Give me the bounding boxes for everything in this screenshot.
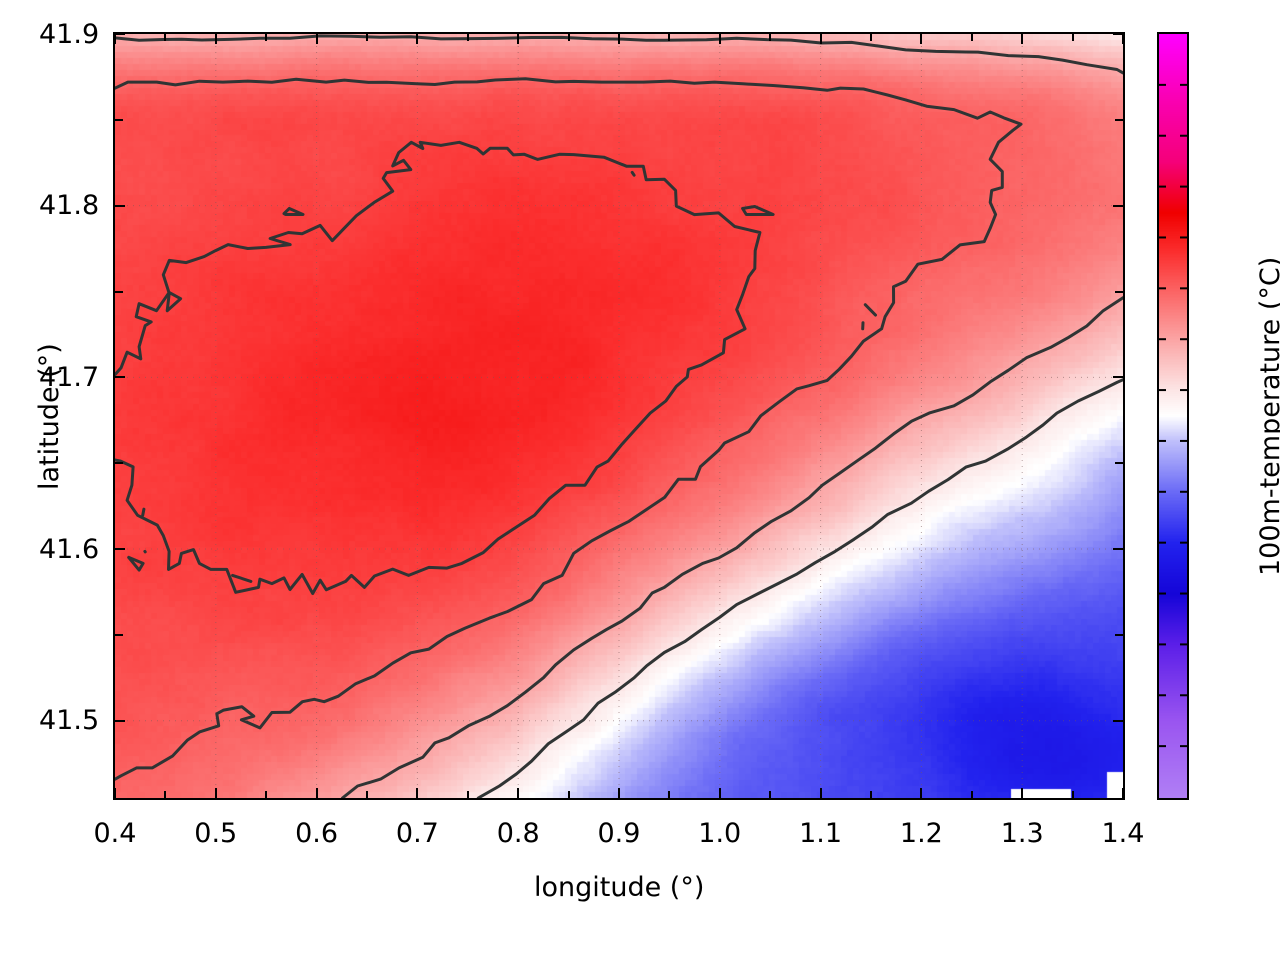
y-tick-label: 41.8 [39,190,100,222]
y-tick-minor [115,290,123,293]
temperature-contour-lines [115,34,1123,798]
x-tick-minor-top [970,34,973,41]
contour-line [341,296,1123,798]
x-tick-major-top [517,34,520,44]
y-tick-minor-right [1115,290,1123,293]
x-tick-major [114,788,116,798]
x-tick-minor [668,791,671,798]
contour-line [231,573,253,583]
x-tick-major-top [920,34,923,44]
y-axis-title: latitude (°) [34,342,65,490]
x-tick-major [618,788,620,798]
x-tick-major-top [1122,34,1124,44]
y-tick-major [115,204,125,207]
x-tick-major [819,788,822,798]
x-tick-major-top [718,34,721,44]
x-tick-minor [366,791,368,798]
x-tick-minor [1071,791,1074,798]
y-tick-minor [115,633,123,636]
x-tick-minor [567,791,570,798]
x-tick-major-top [618,34,620,44]
plot-gridlines [115,34,1123,798]
x-tick-label: 0.4 [93,818,137,849]
x-tick-major [1021,788,1024,798]
contour-line [863,303,877,317]
y-tick-minor-right [1115,118,1123,121]
x-tick-major [214,788,217,798]
x-tick-label: 1.1 [799,818,843,849]
y-tick-major-right [1113,376,1123,379]
y-tick-minor-right [1115,633,1123,636]
x-tick-major [920,788,923,798]
y-tick-major-right [1113,33,1123,35]
y-tick-minor [115,118,123,121]
x-tick-major [416,788,419,798]
contour-line [115,140,762,595]
x-tick-major-top [214,34,217,44]
x-tick-label: 1.4 [1101,818,1145,849]
y-tick-major [115,719,125,722]
x-tick-minor [164,791,167,798]
x-tick-major [1122,788,1124,798]
y-tick-major-right [1113,719,1123,722]
y-tick-major [115,548,125,551]
x-tick-label: 1.2 [899,818,943,849]
x-tick-minor [870,791,872,798]
x-tick-major-top [819,34,822,44]
x-tick-major-top [1021,34,1024,44]
x-axis-title: longitude (°) [534,872,705,903]
colorbar [1157,32,1189,800]
x-tick-major [315,788,318,798]
x-tick-major [718,788,721,798]
x-tick-major [517,788,520,798]
y-tick-label: 41.9 [39,18,100,50]
x-tick-label: 1.0 [698,818,742,849]
x-tick-minor [769,791,772,798]
contour-line [141,507,146,517]
y-tick-major [115,33,125,35]
x-tick-minor-top [265,34,268,41]
x-tick-label: 0.9 [597,818,641,849]
contour-line [115,77,1023,781]
x-tick-minor [265,791,268,798]
x-tick-major-top [114,34,116,44]
contour-line [127,555,145,572]
y-tick-label: 41.7 [39,361,100,393]
x-tick-minor-top [870,34,872,41]
x-tick-minor-top [366,34,368,41]
heatmap-plot-area [113,32,1125,800]
contour-line [115,34,1123,75]
x-tick-major-top [416,34,419,44]
y-tick-major [115,376,125,379]
x-tick-minor-top [769,34,772,41]
x-tick-minor-top [466,34,469,41]
contour-line [476,378,1123,798]
x-tick-label: 0.6 [295,818,339,849]
contour-line [741,205,775,216]
x-tick-minor-top [164,34,167,41]
x-tick-minor-top [567,34,570,41]
contour-line [630,170,636,177]
x-tick-minor-top [668,34,671,41]
x-tick-minor-top [1071,34,1074,41]
y-tick-minor [115,462,123,465]
x-tick-minor [970,791,973,798]
colorbar-gradient [1159,34,1187,798]
colorbar-title: 100m-temperature (°C) [1255,256,1280,576]
colorbar-tick-marks [1159,83,1187,748]
x-tick-label: 0.5 [194,818,238,849]
x-tick-minor [466,791,469,798]
y-tick-minor-right [1115,462,1123,465]
contour-line [282,207,305,216]
y-tick-label: 41.6 [39,533,100,565]
x-tick-major-top [315,34,318,44]
y-tick-major-right [1113,548,1123,551]
x-tick-label: 1.3 [1000,818,1044,849]
x-tick-label: 0.8 [496,818,540,849]
y-tick-label: 41.5 [39,705,100,737]
x-tick-label: 0.7 [395,818,439,849]
y-tick-major-right [1113,204,1123,207]
contour-line [165,291,183,313]
